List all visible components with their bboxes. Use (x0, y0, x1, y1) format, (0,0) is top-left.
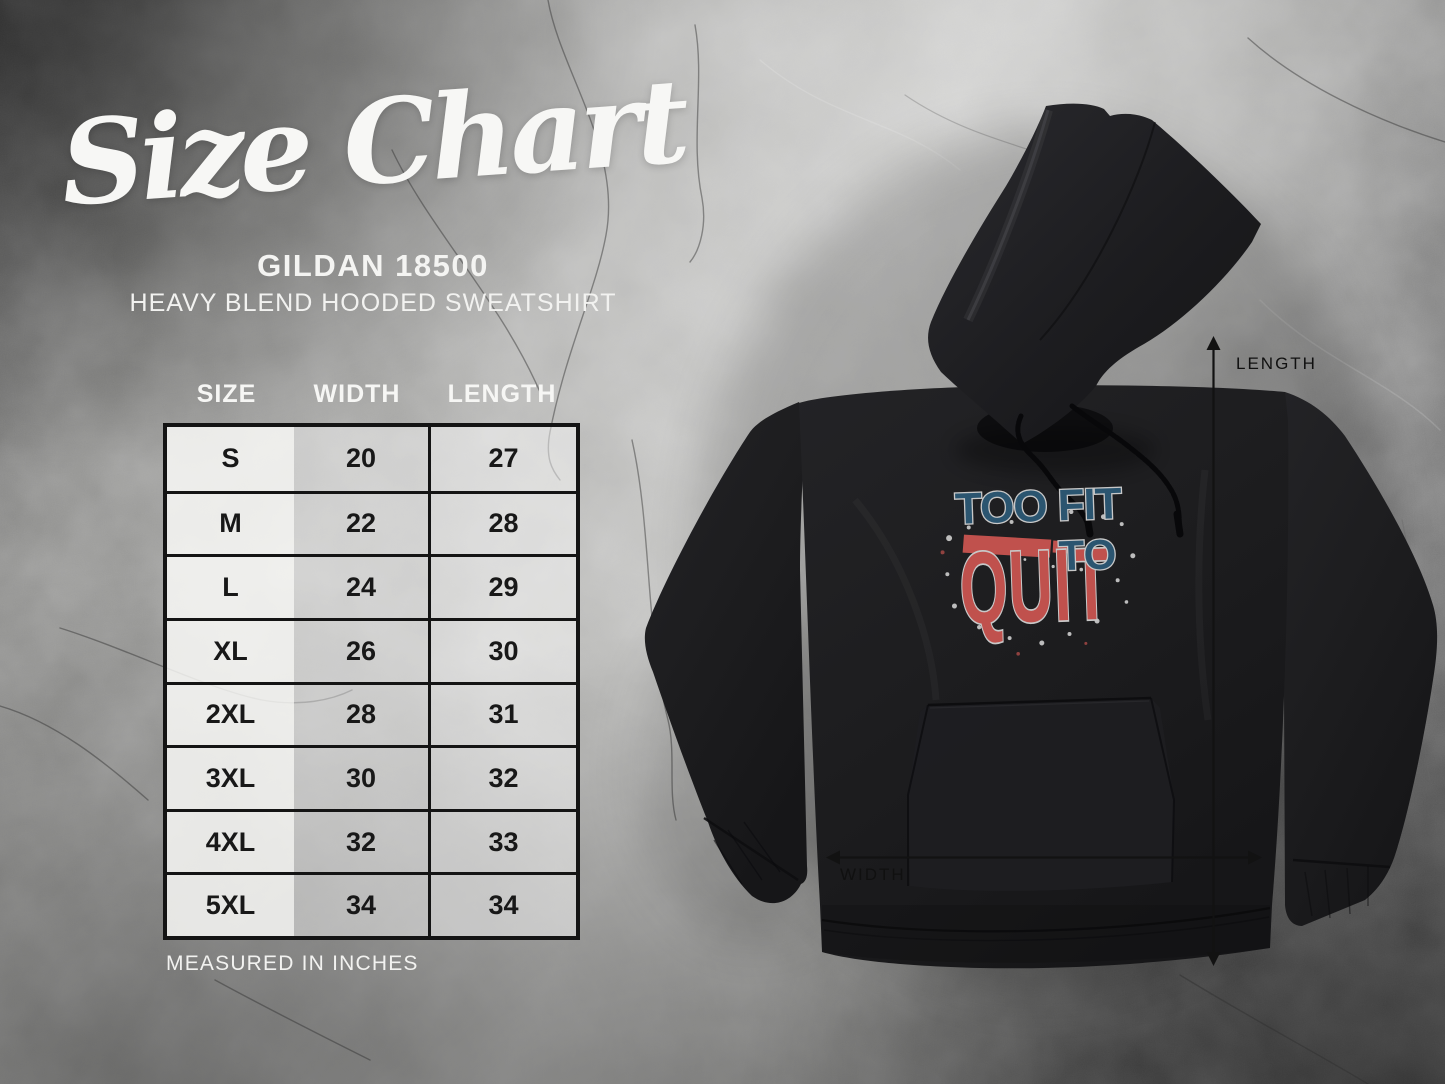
length-label: LENGTH (1236, 354, 1317, 373)
length-cell: 28 (428, 490, 576, 555)
print-line-too-fit: TOO FIT (954, 479, 1122, 534)
length-cell: 29 (428, 554, 576, 618)
hood (928, 103, 1261, 444)
right-sleeve (1283, 392, 1438, 926)
measured-in-inches-note: MEASURED IN INCHES (166, 952, 419, 975)
width-cell: 32 (294, 808, 428, 873)
print-line-quit: QUIT (958, 526, 1113, 645)
size-cell: 4XL (167, 808, 294, 873)
width-cell: 30 (294, 745, 428, 809)
column-header-width: WIDTH (313, 379, 401, 408)
size-table: S 20 27 M 22 28 L 24 29 XL 26 30 2XL 28 … (163, 423, 580, 940)
width-cell: 20 (294, 427, 428, 491)
size-cell: XL (167, 617, 294, 682)
drawstrings (1015, 403, 1184, 538)
left-sleeve (644, 402, 808, 904)
column-header-length: LENGTH (447, 379, 557, 408)
size-cell: 5XL (167, 872, 294, 936)
size-table-header: SIZE WIDTH LENGTH (163, 378, 580, 410)
width-arrow (826, 850, 1262, 865)
width-label: WIDTH (840, 865, 906, 884)
size-cell: M (167, 490, 294, 555)
chest-print: TOO FIT QUIT TO (940, 478, 1136, 656)
size-cell: S (167, 427, 294, 491)
length-cell: 34 (428, 872, 576, 936)
length-cell: 31 (428, 681, 576, 746)
print-line-to: TO (1058, 530, 1117, 579)
length-cell: 27 (428, 427, 576, 491)
length-cell: 32 (428, 745, 576, 809)
product-brand-model: GILDAN 18500 (257, 248, 489, 283)
width-cell: 26 (294, 617, 428, 682)
length-cell: 33 (428, 808, 576, 873)
width-cell: 24 (294, 554, 428, 618)
width-cell: 34 (294, 872, 428, 936)
width-cell: 22 (294, 490, 428, 555)
product-description: HEAVY BLEND HOODED SWEATSHIRT (129, 289, 617, 317)
column-header-size: SIZE (196, 379, 257, 408)
size-cell: L (167, 554, 294, 618)
kangaroo-pocket (907, 696, 1176, 891)
size-cell: 2XL (167, 681, 294, 746)
size-cell: 3XL (167, 745, 294, 809)
width-cell: 28 (294, 681, 428, 746)
length-cell: 30 (428, 617, 576, 682)
print-brush-stroke (962, 534, 1076, 558)
length-arrow (1206, 336, 1221, 966)
